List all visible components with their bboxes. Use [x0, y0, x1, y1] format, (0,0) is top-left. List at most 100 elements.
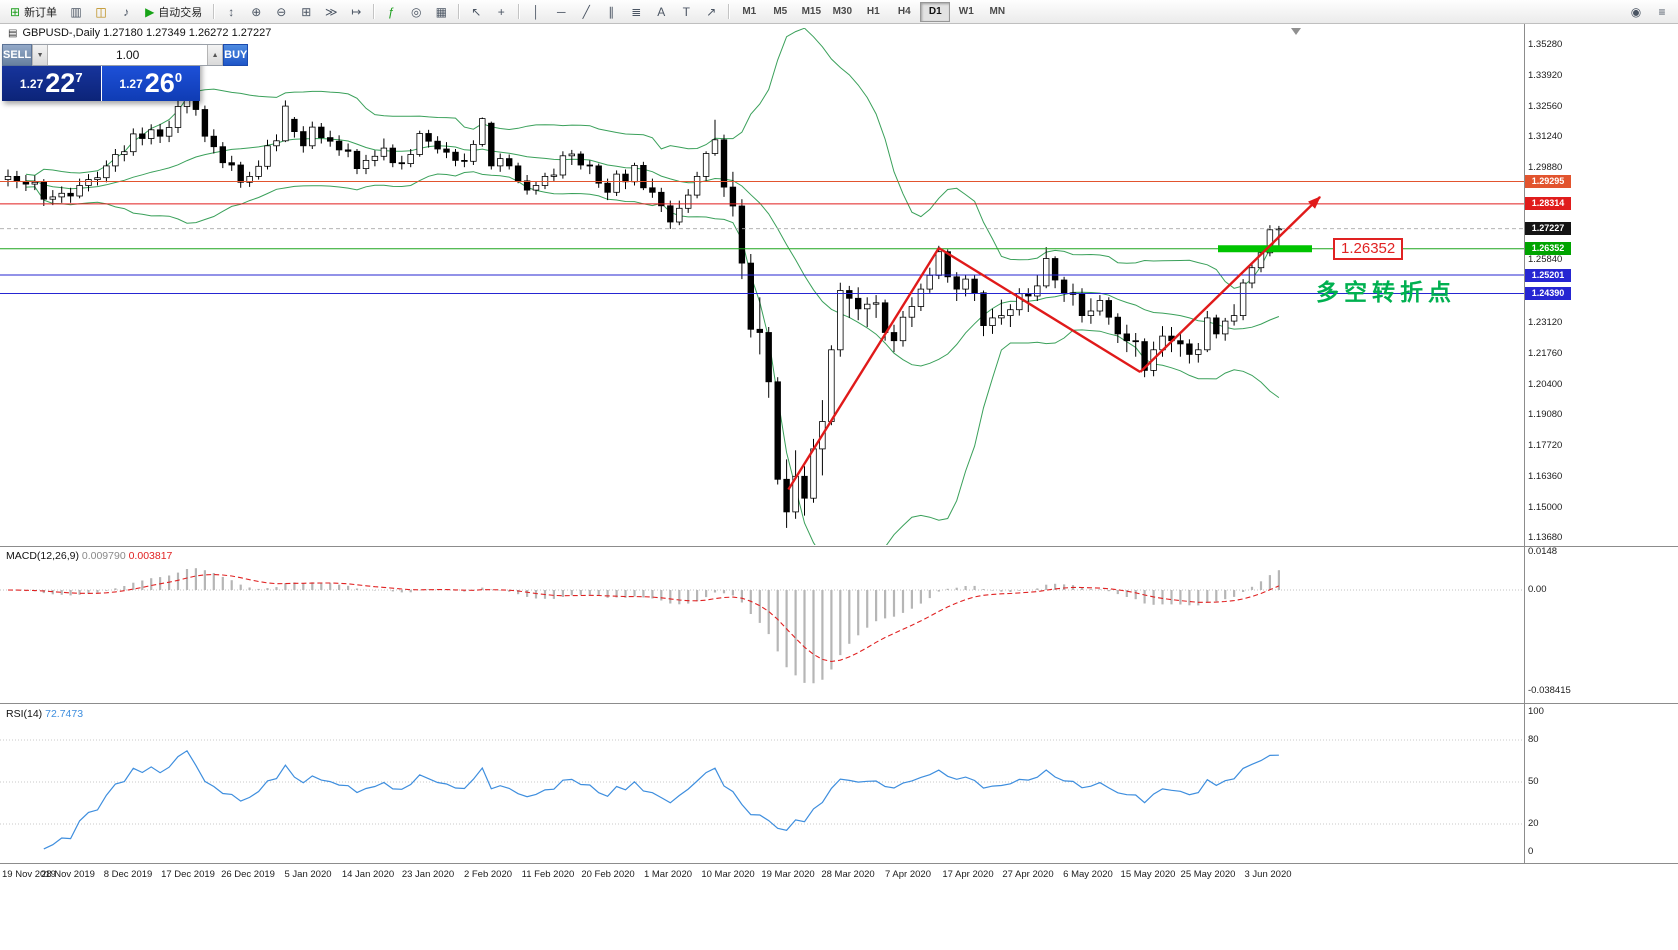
market-watch-icon[interactable]: ◫ [89, 1, 113, 23]
fibonacci-icon-icon-glyph: ≣ [631, 4, 642, 19]
chart-shift-icon-icon-glyph: ↦ [351, 4, 362, 19]
indicators-icon-icon-glyph: ƒ [387, 4, 395, 19]
zoom-out-icon[interactable]: ⊖ [269, 1, 293, 23]
toolbar-separator [458, 4, 460, 19]
timeframe-m5[interactable]: M5 [773, 6, 788, 17]
arrows-icon[interactable]: ↗ [699, 1, 723, 23]
horizontal-line-icon[interactable]: ─ [549, 1, 573, 23]
volume-decrease-button[interactable]: ▼ [32, 45, 49, 65]
trendline-icon[interactable]: ╱ [574, 1, 598, 23]
chart-title-text: GBPUSD-,Daily 1.27180 1.27349 1.26272 1.… [22, 27, 272, 39]
turning-point-text: 多空转折点 [1316, 279, 1456, 305]
timeframe-d1[interactable]: D1 [920, 1, 951, 22]
buy-price-box[interactable]: 1.27 26 0 [101, 66, 200, 101]
volume-input[interactable] [48, 45, 208, 65]
rsi-label-row: RSI(14) 72.7473 [6, 708, 83, 720]
channel-icon[interactable]: ∥ [599, 1, 623, 23]
templates-icon-icon-glyph: ▦ [435, 4, 447, 19]
text-icon-icon-glyph: A [657, 4, 666, 19]
sell-price-big: 22 [45, 68, 76, 98]
macd-main-value: 0.009790 [81, 550, 126, 562]
autotrading-button[interactable]: ▶ 自动交易 [139, 2, 208, 22]
support-price-label[interactable]: 1.26352 [1333, 238, 1404, 260]
horizontal-levels[interactable] [0, 181, 1524, 294]
volume-increase-button[interactable]: ▲ [207, 45, 224, 65]
zoom-out-icon-icon-glyph: ⊖ [276, 4, 287, 19]
vertical-line-icon-icon-glyph: │ [532, 4, 541, 19]
chart-shift-marker[interactable] [1291, 28, 1301, 35]
zoom-in-icon[interactable]: ⊕ [244, 1, 268, 23]
cursor-icon-icon-glyph: ↖ [471, 4, 482, 19]
timeframe-h4[interactable]: H4 [897, 6, 911, 17]
label-icon[interactable]: T [674, 1, 698, 23]
charts-icon[interactable]: ▥ [64, 1, 88, 23]
text-icon[interactable]: A [649, 1, 673, 23]
toolbar-separator [373, 4, 375, 19]
new-order-icon-glyph: ⊞ [10, 4, 21, 19]
templates-icon[interactable]: ▦ [429, 1, 453, 23]
sell-button[interactable]: SELL [2, 44, 33, 66]
timeframe-m30[interactable]: M30 [832, 6, 853, 17]
trend-zigzag[interactable] [787, 196, 1321, 491]
sell-price-box[interactable]: 1.27 22 7 [2, 66, 101, 101]
tick-chart-icon[interactable]: ↕ [219, 1, 243, 23]
vertical-line-icon[interactable]: │ [524, 1, 548, 23]
zoom-in-icon-icon-glyph: ⊕ [251, 4, 262, 19]
crosshair-icon-icon-glyph: + [497, 4, 505, 19]
buy-button[interactable]: BUY [223, 44, 249, 66]
one-click-trading-panel: SELL ▼ ▲ BUY 1.27 22 7 1.27 26 0 [2, 44, 249, 101]
candlesticks [4, 85, 1283, 528]
chart-context-icon: ▤ [8, 27, 18, 39]
timeframe-m15[interactable]: M15 [801, 6, 822, 17]
macd-histogram [15, 568, 1281, 684]
trendline-icon-icon-glyph: ╱ [582, 4, 590, 19]
search-icon[interactable]: ◉ [1630, 4, 1642, 19]
rsi-line [43, 749, 1279, 850]
buy-price-sup: 0 [174, 70, 183, 85]
label-icon-icon-glyph: T [682, 4, 690, 19]
timeframe-h1[interactable]: H1 [866, 6, 880, 17]
alert-sound-icon-icon-glyph: ♪ [123, 4, 130, 19]
auto-scroll-icon[interactable]: ≫ [319, 1, 343, 23]
tick-chart-icon-icon-glyph: ↕ [228, 4, 235, 19]
charts-icon-icon-glyph: ▥ [70, 4, 82, 19]
autotrading-button-label: 自动交易 [158, 6, 203, 19]
new-order-button[interactable]: ⊞ 新订单 [4, 2, 63, 22]
fibonacci-icon[interactable]: ≣ [624, 1, 648, 23]
rsi-value: 72.7473 [45, 708, 84, 720]
periods-icon-icon-glyph: ◎ [411, 4, 422, 19]
market-watch-icon-icon-glyph: ◫ [95, 4, 107, 19]
bollinger-bands [25, 28, 1280, 545]
chart-title: ▤ GBPUSD-,Daily 1.27180 1.27349 1.26272 … [8, 27, 271, 39]
auto-scroll-icon-icon-glyph: ≫ [325, 4, 338, 19]
sell-price-sup: 7 [75, 70, 83, 85]
horizontal-line-icon-icon-glyph: ─ [557, 4, 566, 19]
alert-sound-icon[interactable]: ♪ [114, 1, 138, 23]
toolbar-separator [728, 4, 730, 19]
window-menu-icon[interactable]: ≡ [1658, 4, 1666, 19]
autotrading-icon-glyph: ▶ [145, 4, 155, 19]
tile-windows-icon[interactable]: ⊞ [294, 1, 318, 23]
new-order-button-label: 新订单 [24, 6, 58, 19]
toolbar-right-group: ◉ ≡ [1624, 1, 1674, 23]
buy-price-big: 26 [144, 68, 175, 98]
sell-price-prefix: 1.27 [19, 76, 44, 91]
toolbar-separator [213, 4, 215, 19]
periods-icon[interactable]: ◎ [404, 1, 428, 23]
timeframe-m1[interactable]: M1 [742, 6, 757, 17]
toolbar-separator [518, 4, 520, 19]
toolbar: ⊞ 新订单 ▥ ◫ ♪ ▶ 自动交易 ↕ ⊕ ⊖ ⊞ ≫ ↦ ƒ ◎ ▦ ↖ + │ ─ ╱ ∥ ≣ A T ↗ M1 M5 M15 M3… [0, 0, 1678, 24]
macd-signal-line [7, 573, 1280, 663]
indicators-icon[interactable]: ƒ [379, 1, 403, 23]
macd-label-row: MACD(12,26,9) 0.009790 0.003817 [6, 550, 172, 562]
volume-box: ▼ ▲ [32, 44, 224, 66]
cursor-icon[interactable]: ↖ [464, 1, 488, 23]
timeframe-w1[interactable]: W1 [958, 6, 974, 17]
timeframe-mn[interactable]: MN [989, 6, 1006, 17]
channel-icon-icon-glyph: ∥ [608, 4, 615, 19]
macd-signal-value: 0.003817 [128, 550, 173, 562]
crosshair-icon[interactable]: + [489, 1, 513, 23]
chart-shift-icon[interactable]: ↦ [344, 1, 368, 23]
